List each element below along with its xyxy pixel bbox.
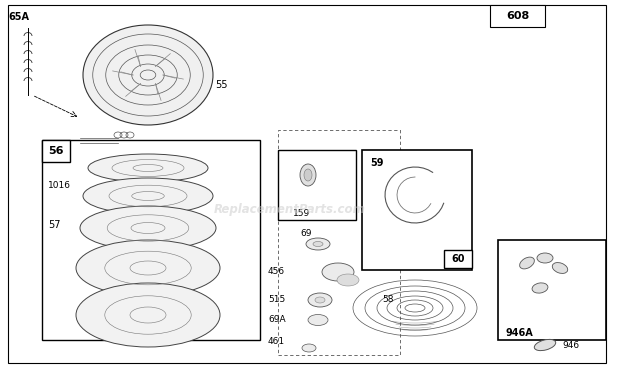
Bar: [278, 130, 400, 355]
Ellipse shape: [76, 240, 220, 296]
Text: 65A: 65A: [8, 12, 29, 22]
Ellipse shape: [537, 253, 553, 263]
Bar: [42, 140, 260, 340]
Ellipse shape: [302, 344, 316, 352]
Ellipse shape: [308, 315, 328, 326]
Ellipse shape: [308, 293, 332, 307]
Text: 515: 515: [268, 296, 285, 304]
Ellipse shape: [532, 283, 548, 293]
Text: 55: 55: [215, 80, 228, 90]
Bar: [498, 240, 606, 340]
Bar: [490, 5, 545, 27]
Ellipse shape: [313, 242, 323, 246]
Text: 58: 58: [382, 296, 394, 304]
Text: 60: 60: [451, 254, 465, 264]
Text: 608: 608: [506, 11, 529, 21]
Text: 461: 461: [268, 338, 285, 346]
Ellipse shape: [76, 283, 220, 347]
Text: 946A: 946A: [505, 328, 533, 338]
Text: 56: 56: [48, 146, 64, 156]
Bar: [42, 140, 70, 162]
Text: 456: 456: [268, 267, 285, 276]
Text: 57: 57: [48, 220, 61, 230]
Text: 946: 946: [562, 340, 579, 350]
Ellipse shape: [83, 25, 213, 125]
Ellipse shape: [534, 339, 556, 351]
Ellipse shape: [552, 262, 568, 273]
Bar: [362, 150, 472, 270]
Bar: [444, 250, 472, 268]
Ellipse shape: [88, 154, 208, 182]
Ellipse shape: [520, 257, 534, 269]
Text: 1016: 1016: [48, 180, 71, 189]
Ellipse shape: [322, 263, 354, 281]
Text: 59: 59: [370, 158, 384, 168]
Ellipse shape: [83, 178, 213, 214]
Bar: [278, 150, 356, 220]
Ellipse shape: [80, 206, 216, 250]
Text: 159: 159: [293, 210, 310, 219]
Ellipse shape: [306, 238, 330, 250]
Text: 69A: 69A: [268, 315, 286, 324]
Text: ReplacementParts.com: ReplacementParts.com: [214, 204, 366, 216]
Ellipse shape: [337, 274, 359, 286]
Text: 69: 69: [300, 228, 311, 237]
Ellipse shape: [315, 297, 325, 303]
Ellipse shape: [304, 169, 312, 181]
Ellipse shape: [300, 164, 316, 186]
